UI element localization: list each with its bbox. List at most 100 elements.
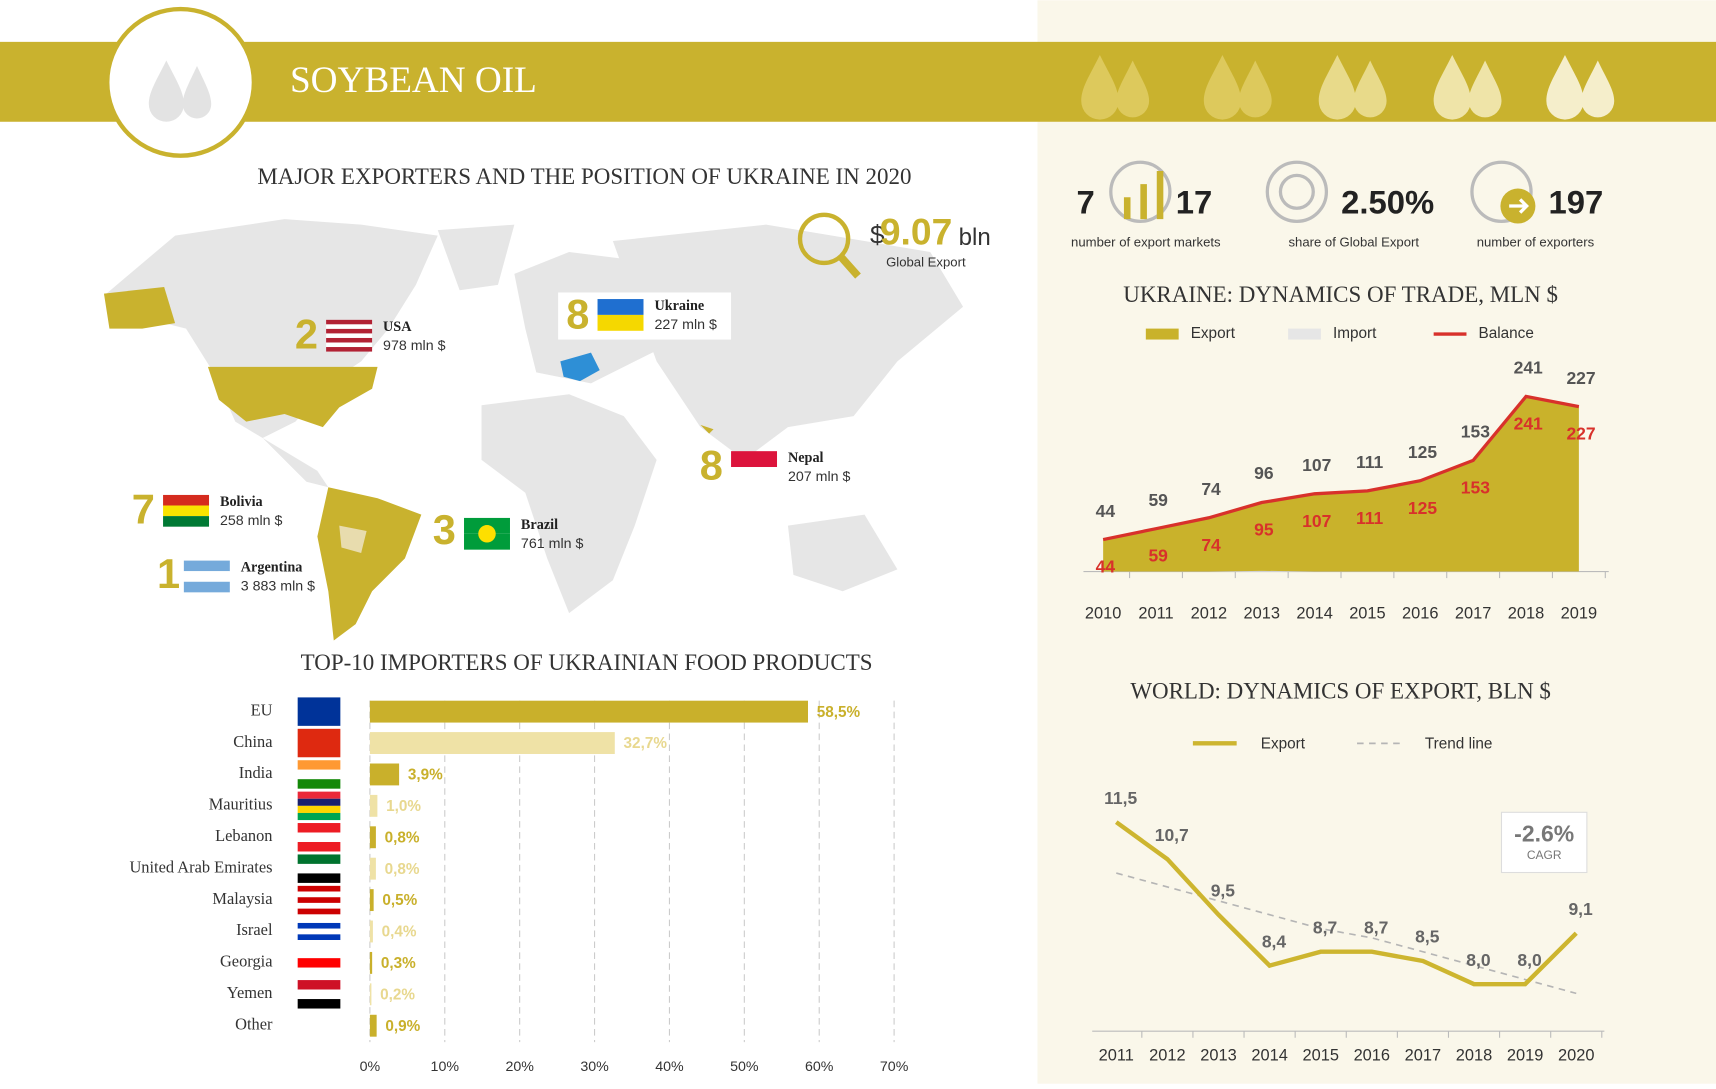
x-tick-label: 2011 [1099, 1047, 1134, 1065]
flag [297, 832, 341, 843]
x-tick-label: 50% [730, 1059, 759, 1075]
value-label: 9,5 [1211, 880, 1236, 900]
flag [183, 581, 230, 593]
x-tick-label: 2017 [1455, 605, 1492, 623]
x-tick-label: 2013 [1243, 605, 1280, 623]
exporter-rank: 7 [132, 485, 155, 532]
category-label: Yemen [227, 983, 273, 1002]
cagr-box [1500, 811, 1588, 874]
exporter-value: 207 mln $ [788, 469, 851, 485]
bar [369, 763, 400, 786]
flag [297, 948, 341, 959]
value-label: 44 [1096, 557, 1116, 577]
legend-label: Trend line [1425, 736, 1493, 753]
exporter-value: 761 mln $ [521, 536, 584, 552]
value-label: 11,5 [1104, 788, 1137, 808]
exporter-value: 3 883 mln $ [241, 579, 315, 595]
kpi-icons [1109, 160, 1536, 224]
value-label: 59 [1148, 546, 1168, 566]
x-tick-label: 2018 [1456, 1047, 1492, 1065]
value-label: 125 [1408, 442, 1437, 462]
value-label: 111 [1356, 452, 1384, 472]
exporter-rank: 8 [566, 291, 589, 338]
value-label: 0,8% [385, 829, 420, 846]
value-label: 241 [1514, 358, 1543, 378]
exporter-value: 227 mln $ [654, 317, 717, 333]
flag [326, 342, 373, 348]
category-label: Lebanon [215, 826, 272, 845]
x-tick-label: 2020 [1558, 1047, 1594, 1065]
flag [297, 922, 341, 929]
category-label: China [233, 732, 273, 751]
flag [297, 999, 341, 1009]
value-label: 0,2% [380, 986, 415, 1003]
kpi-label: number of export markets [1071, 235, 1221, 250]
bar [369, 951, 373, 974]
value-label: 8,5 [1415, 927, 1440, 947]
value-label: 111 [1356, 508, 1384, 528]
flag [297, 958, 341, 968]
header-emblem [105, 6, 257, 158]
value-label: 0,5% [382, 892, 417, 909]
category-label: Israel [236, 920, 273, 939]
flag [297, 967, 341, 978]
x-tick-label: 20% [505, 1059, 534, 1075]
flag [326, 324, 373, 329]
legend-swatch [1288, 328, 1321, 340]
value-label: 59 [1148, 490, 1168, 510]
cagr-value: -2.6% [1514, 820, 1574, 846]
exporter-rank: 1 [157, 550, 180, 597]
category-label: Other [235, 1014, 273, 1033]
legend-label: Balance [1479, 325, 1534, 342]
x-tick-label: 2018 [1508, 605, 1544, 623]
x-tick-label: 2014 [1296, 605, 1332, 623]
chart-title: UKRAINE: DYNAMICS OF TRADE, MLN $ [1123, 282, 1558, 307]
x-tick-label: 2017 [1405, 1047, 1442, 1065]
flag [326, 328, 373, 334]
flag [597, 299, 644, 315]
kpi-label: share of Global Export [1288, 235, 1419, 250]
exporter-rank: 3 [433, 506, 456, 553]
exporter-value: 978 mln $ [383, 338, 446, 354]
x-tick-label: 2012 [1191, 605, 1227, 623]
value-label: 9,1 [1568, 899, 1593, 919]
area [1103, 570, 1579, 572]
value-label: 74 [1201, 535, 1221, 555]
flag [297, 854, 341, 864]
value-label: 74 [1201, 479, 1221, 499]
line [1114, 820, 1578, 987]
exporter-country: Bolivia [220, 494, 263, 510]
value-label: 107 [1302, 511, 1331, 531]
value-label: 241 [1514, 414, 1543, 434]
flag [297, 863, 341, 874]
x-tick-label: 2019 [1507, 1047, 1544, 1065]
flag [297, 769, 341, 780]
flag [297, 917, 341, 923]
flag [297, 805, 341, 813]
kpi-value: 2.50% [1341, 184, 1434, 221]
value-label: 95 [1254, 520, 1274, 540]
x-tick-label: 2015 [1302, 1047, 1339, 1065]
bar [369, 857, 376, 880]
value-label: 0,9% [385, 1018, 420, 1035]
flag [326, 333, 373, 338]
currency: $ [870, 220, 885, 250]
flag [163, 505, 210, 517]
x-tick-label: 2012 [1149, 1047, 1186, 1065]
kpi-value: 7 [1076, 184, 1094, 221]
flag [731, 451, 778, 468]
bar [369, 732, 615, 754]
kpi-value: 197 [1549, 184, 1604, 221]
x-tick-label: 60% [805, 1059, 834, 1075]
value-label: 8,7 [1313, 917, 1337, 937]
legend-swatch [1145, 328, 1179, 340]
flag [297, 728, 341, 758]
exporter-country: USA [383, 319, 412, 335]
value-label: 32,7% [624, 735, 668, 752]
category-label: India [239, 763, 273, 782]
flag [597, 314, 644, 331]
x-tick-label: 0% [360, 1059, 381, 1075]
bar [369, 889, 374, 912]
value-label: 107 [1302, 455, 1331, 475]
